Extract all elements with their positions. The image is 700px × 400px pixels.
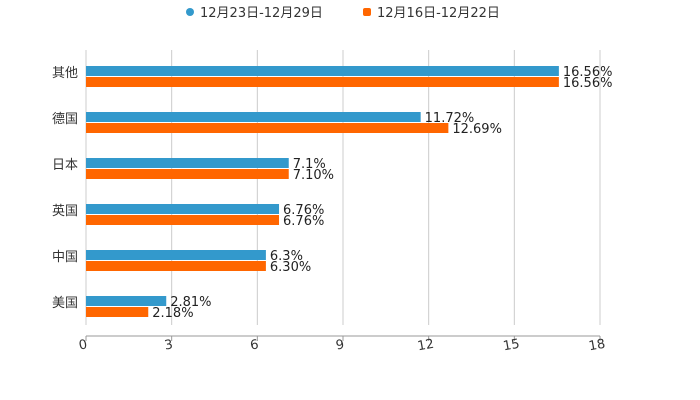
bar — [86, 158, 289, 168]
category-label: 美国 — [52, 296, 78, 311]
bar — [86, 215, 280, 225]
bar — [86, 261, 266, 271]
bar — [86, 250, 266, 260]
bar — [86, 169, 289, 179]
bar — [86, 204, 280, 214]
x-tick-label: 18 — [588, 337, 607, 355]
category-label: 日本 — [52, 158, 78, 173]
x-tick-label: 12 — [416, 337, 435, 355]
legend-label: 12月16日-12月22日 — [377, 6, 500, 21]
data-label: 16.56% — [563, 65, 613, 80]
data-label: 6.3% — [270, 249, 303, 264]
data-label: 7.1% — [293, 157, 326, 172]
x-tick-label: 15 — [502, 337, 521, 355]
data-label: 12.69% — [452, 122, 502, 137]
data-label: 7.10% — [293, 168, 334, 183]
bar — [86, 296, 167, 306]
data-label: 16.56% — [563, 76, 613, 91]
x-tick-label: 0 — [78, 337, 89, 353]
data-label: 2.18% — [152, 306, 193, 321]
legend-marker — [186, 8, 194, 16]
bar — [86, 123, 449, 133]
category-label: 其他 — [52, 66, 78, 81]
legend-marker — [363, 8, 371, 16]
x-tick-label: 6 — [249, 337, 260, 353]
bar — [86, 77, 559, 87]
data-label: 6.30% — [270, 260, 311, 275]
data-label: 2.81% — [170, 295, 211, 310]
category-label: 英国 — [52, 204, 78, 219]
data-label: 6.76% — [283, 214, 324, 229]
category-label: 中国 — [52, 250, 78, 265]
data-label: 6.76% — [283, 203, 324, 218]
legend-label: 12月23日-12月29日 — [200, 6, 323, 21]
category-label: 德国 — [52, 112, 78, 127]
x-tick-label: 9 — [335, 337, 346, 353]
data-label: 11.72% — [425, 111, 475, 126]
bar — [86, 112, 421, 122]
bar — [86, 66, 559, 76]
x-tick-label: 3 — [163, 337, 174, 353]
bar — [86, 307, 149, 317]
